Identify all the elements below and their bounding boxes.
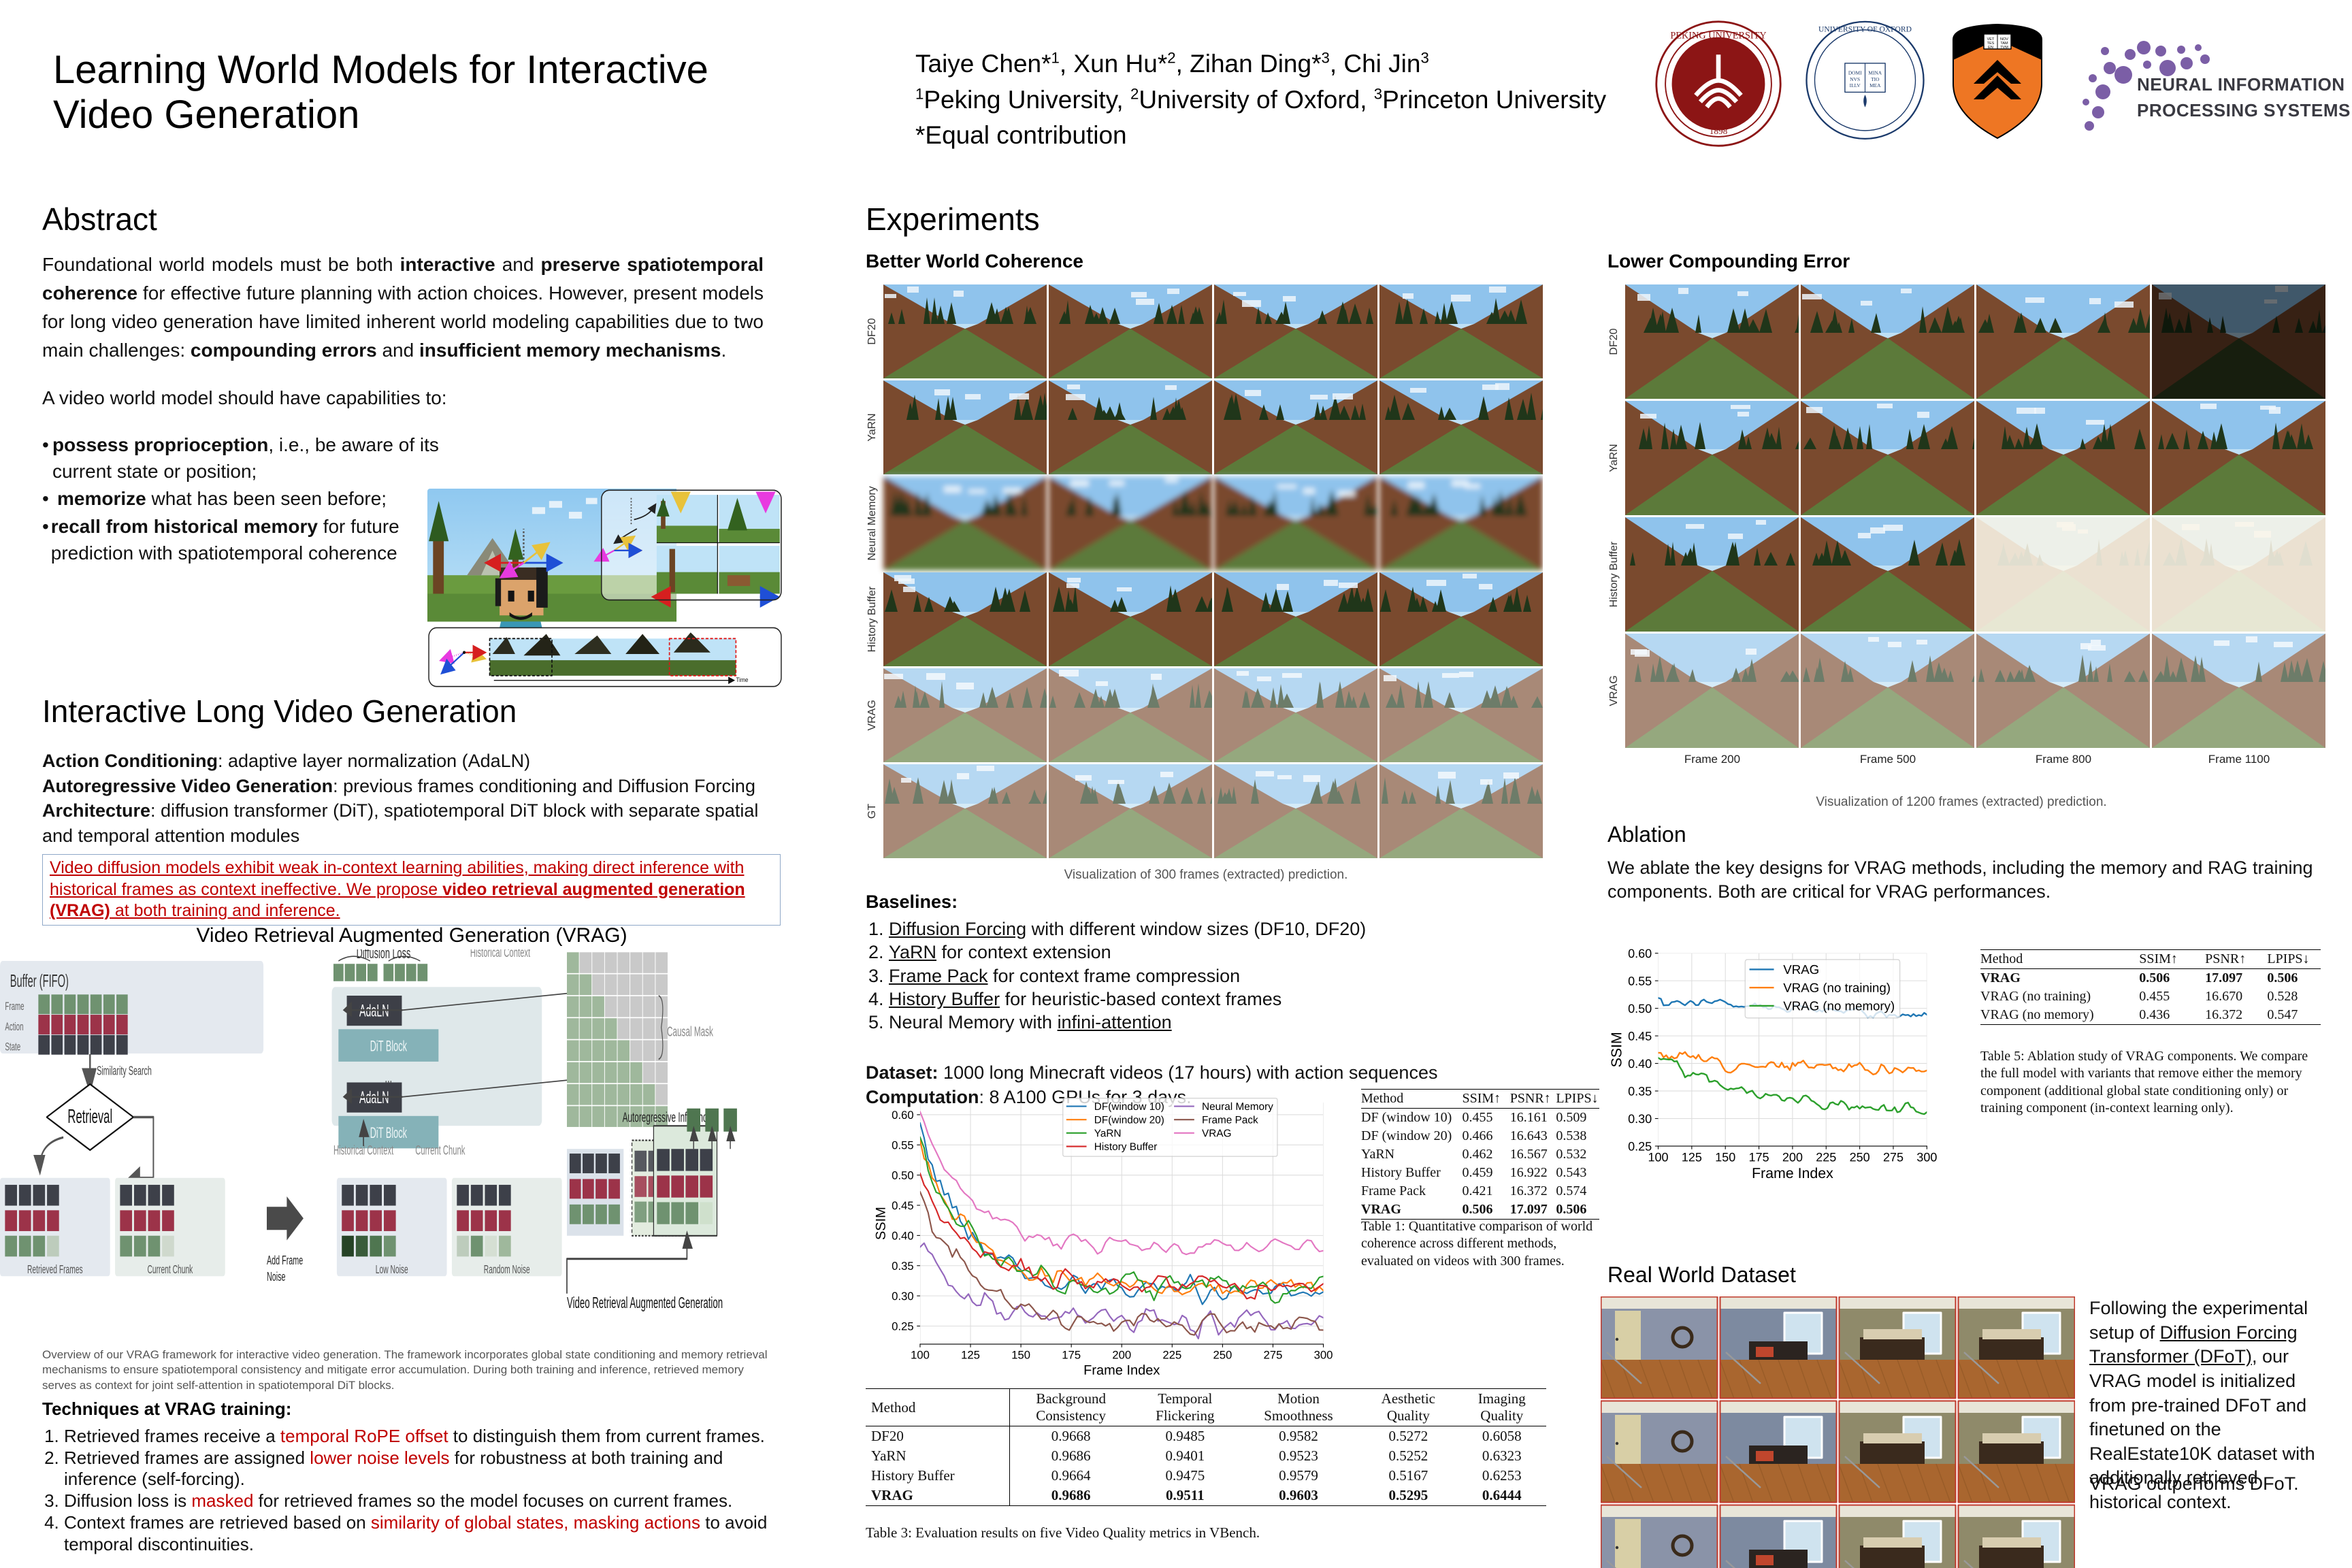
svg-text:Frame 1100: Frame 1100 bbox=[2208, 753, 2270, 766]
svg-text:TIO: TIO bbox=[1871, 76, 1880, 82]
svg-text:Similarity Search: Similarity Search bbox=[97, 1064, 152, 1079]
svg-text:Video Retrieval Augmented Gene: Video Retrieval Augmented Generation bbox=[567, 1294, 723, 1311]
svg-text:MINA: MINA bbox=[1868, 70, 1882, 76]
svg-text:NEURAL INFORMATION: NEURAL INFORMATION bbox=[2137, 74, 2345, 95]
svg-text:Add Frame: Add Frame bbox=[267, 1254, 303, 1268]
svg-text:Frame 500: Frame 500 bbox=[1860, 753, 1916, 766]
svg-text:Current Chunk: Current Chunk bbox=[147, 1263, 193, 1277]
svg-text:Frame 800: Frame 800 bbox=[2036, 753, 2091, 766]
svg-text:History Buffer: History Buffer bbox=[866, 586, 878, 652]
svg-text:Action: Action bbox=[5, 1019, 23, 1033]
svg-text:Diffusion Loss: Diffusion Loss bbox=[357, 949, 411, 962]
svg-text:Current Chunk: Current Chunk bbox=[415, 1144, 465, 1158]
svg-text:State: State bbox=[5, 1040, 20, 1054]
svg-text:UNIVERSITY OF OXFORD: UNIVERSITY OF OXFORD bbox=[1818, 25, 1912, 34]
svg-text:Random Noise: Random Noise bbox=[484, 1263, 530, 1277]
svg-text:DOMI: DOMI bbox=[1848, 70, 1862, 76]
svg-text:AdaLN: AdaLN bbox=[359, 1002, 389, 1021]
svg-text:Retrieval: Retrieval bbox=[67, 1105, 112, 1127]
svg-text:Low Noise: Low Noise bbox=[376, 1263, 408, 1277]
svg-text:MEA: MEA bbox=[1869, 82, 1881, 88]
svg-text:DF20: DF20 bbox=[866, 318, 878, 344]
svg-text:History Buffer: History Buffer bbox=[1608, 541, 1620, 607]
svg-text:ILLV: ILLV bbox=[1850, 82, 1861, 88]
svg-text:NVS: NVS bbox=[1850, 76, 1860, 82]
svg-text:Retrieved Frames: Retrieved Frames bbox=[27, 1263, 83, 1277]
svg-text:1898: 1898 bbox=[1710, 126, 1728, 136]
svg-text:Frame 200: Frame 200 bbox=[1684, 753, 1740, 766]
svg-text:EN: EN bbox=[1988, 46, 1993, 50]
svg-text:Buffer (FIFO): Buffer (FIFO) bbox=[10, 972, 69, 991]
svg-text:PROCESSING SYSTEMS: PROCESSING SYSTEMS bbox=[2137, 100, 2351, 120]
svg-text:VRAG: VRAG bbox=[866, 700, 878, 730]
svg-text:AdaLN: AdaLN bbox=[359, 1089, 389, 1107]
svg-text:Historical Context: Historical Context bbox=[470, 949, 531, 960]
svg-text:YaRN: YaRN bbox=[1608, 444, 1620, 472]
svg-text:Neural Memory: Neural Memory bbox=[866, 486, 878, 560]
svg-text:Time: Time bbox=[736, 676, 748, 683]
svg-text:DiT Block: DiT Block bbox=[370, 1124, 408, 1141]
svg-text:Causal Mask: Causal Mask bbox=[667, 1024, 713, 1039]
svg-text:GT: GT bbox=[866, 804, 878, 819]
svg-text:VRAG: VRAG bbox=[1608, 675, 1620, 706]
svg-text:PEKING UNIVERSITY: PEKING UNIVERSITY bbox=[1670, 31, 1766, 42]
svg-text:Noise: Noise bbox=[267, 1270, 286, 1284]
svg-text:TVM: TVM bbox=[2000, 46, 2008, 50]
svg-text:DF20: DF20 bbox=[1608, 328, 1620, 355]
svg-text:Frame: Frame bbox=[5, 999, 24, 1013]
svg-text:YaRN: YaRN bbox=[866, 413, 878, 442]
svg-text:DiT Block: DiT Block bbox=[370, 1038, 408, 1055]
